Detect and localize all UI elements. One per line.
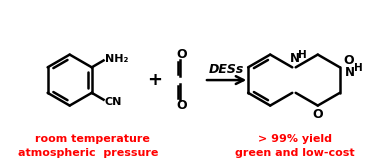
Text: green and low-cost: green and low-cost [235, 148, 355, 158]
Text: N: N [345, 66, 355, 79]
Text: > 99% yield: > 99% yield [258, 134, 332, 144]
Text: N: N [290, 52, 300, 65]
Text: room temperature: room temperature [35, 134, 150, 144]
Text: CN: CN [104, 97, 122, 107]
Text: DESs: DESs [209, 63, 244, 76]
Text: atmospheric  pressure: atmospheric pressure [18, 148, 158, 158]
Text: +: + [147, 71, 163, 89]
Text: O: O [313, 108, 323, 121]
Text: H: H [354, 63, 363, 73]
Text: NH₂: NH₂ [104, 53, 128, 64]
Text: H: H [298, 50, 307, 60]
Text: O: O [343, 54, 354, 67]
Text: O: O [176, 99, 187, 112]
Text: O: O [176, 48, 187, 61]
